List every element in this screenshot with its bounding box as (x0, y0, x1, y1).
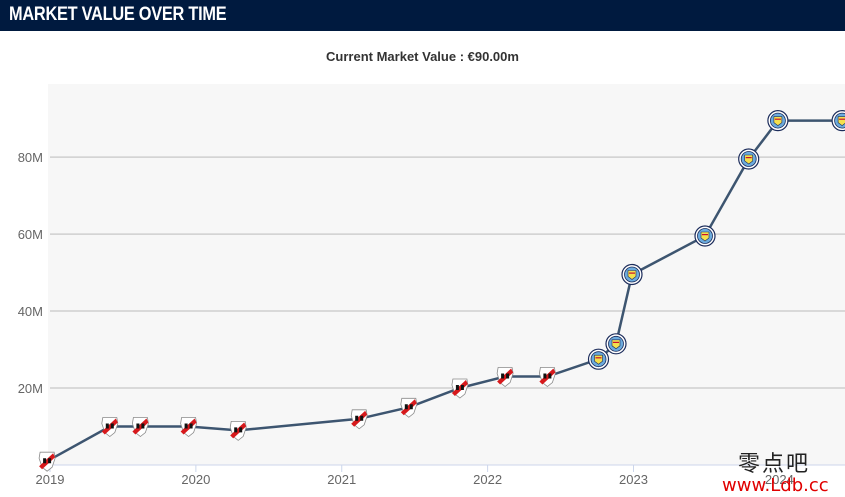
y-tick-label: 40M (18, 304, 43, 319)
crest-letters (184, 423, 193, 429)
crest-letters (355, 415, 364, 421)
crest-sash (39, 453, 56, 470)
watermark-url-text: www.Ldb.cc (722, 475, 829, 496)
manchester-city-crest-icon (767, 109, 789, 132)
river-plate-crest-icon (131, 417, 149, 438)
x-tick-label: 2021 (327, 472, 356, 487)
crest-letters (234, 427, 243, 433)
river-plate-crest-icon (350, 409, 368, 430)
river-plate-crest-icon (101, 417, 119, 438)
plot-area (48, 84, 845, 465)
river-plate-crest-icon (538, 367, 556, 388)
crest-letters (43, 458, 52, 464)
crest-stripe (629, 272, 635, 274)
manchester-city-crest-icon (694, 225, 716, 247)
y-axis: 20M 40M 60M 80M (18, 150, 43, 396)
crest-letters (543, 373, 552, 379)
crest-sash (230, 422, 247, 439)
data-markers (38, 109, 845, 472)
y-tick-label: 60M (18, 227, 43, 242)
crest-sash (101, 418, 118, 435)
river-plate-crest-icon (180, 417, 198, 438)
y-tick-label: 80M (18, 150, 43, 165)
river-plate-crest-icon (496, 367, 514, 388)
river-plate-crest-icon (229, 420, 247, 441)
crest-sash (132, 418, 149, 435)
y-tick-label: 20M (18, 381, 43, 396)
x-axis: 2019 2020 2021 2022 2023 2024 (36, 464, 845, 487)
river-plate-crest-icon (451, 378, 469, 399)
crest-letters (105, 423, 114, 429)
crest-stripe (839, 118, 845, 120)
crest-sash (451, 380, 468, 396)
manchester-city-crest-icon (738, 148, 760, 170)
manchester-city-crest-icon (605, 333, 627, 355)
manchester-city-crest-icon (831, 110, 845, 132)
watermark-chinese-text: 零点吧 (738, 452, 811, 477)
crest-stripe (745, 157, 752, 159)
crest-letters (455, 385, 464, 390)
manchester-city-crest-icon (621, 263, 643, 286)
crest-sash (400, 399, 417, 416)
crest-stripe (595, 357, 602, 359)
x-tick-label: 2020 (181, 472, 210, 487)
crest-sash (497, 368, 514, 385)
crest-sash (539, 368, 556, 385)
river-plate-crest-icon (400, 397, 418, 418)
x-tick-label: 2019 (36, 472, 65, 487)
river-plate-crest-icon (38, 451, 56, 472)
crest-stripe (613, 341, 619, 343)
crest-stripe (774, 118, 781, 120)
crest-sash (180, 418, 197, 435)
x-tick-label: 2023 (619, 472, 648, 487)
crest-letters (404, 404, 413, 410)
manchester-city-crest-icon (587, 348, 610, 370)
x-tick-label: 2024 (765, 472, 794, 487)
crest-letters (501, 373, 510, 379)
current-market-value-title: Current Market Value : €90.00m (326, 49, 519, 64)
section-header: MARKET VALUE OVER TIME (0, 0, 845, 31)
crest-letters (136, 423, 145, 429)
crest-sash (351, 410, 368, 427)
crest-stripe (702, 234, 708, 236)
section-title: MARKET VALUE OVER TIME (9, 4, 227, 25)
x-tick-label: 2022 (473, 472, 502, 487)
